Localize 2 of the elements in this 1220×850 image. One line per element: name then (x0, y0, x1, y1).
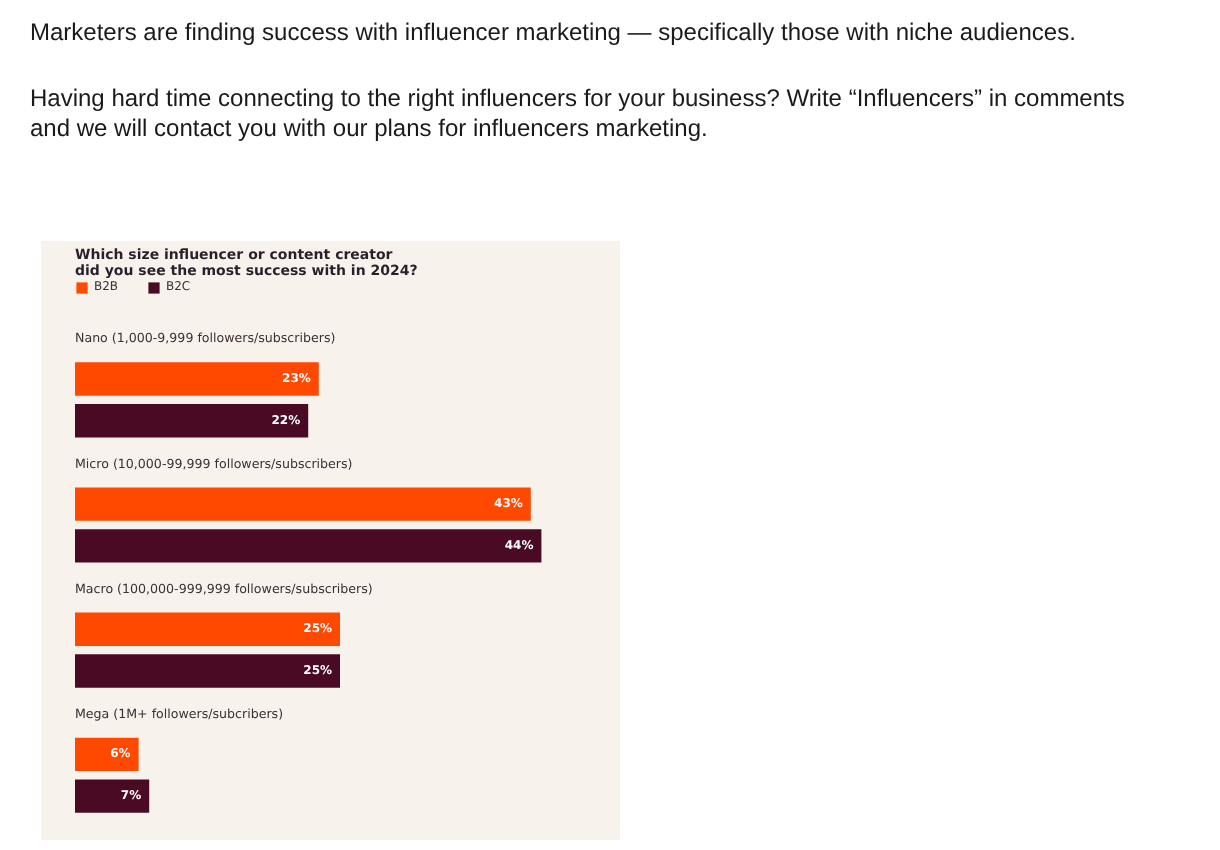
text: Marketers are finding success with influencer marketing — specifically those with niche audiences. (30, 18, 1078, 48)
text: Having hard time connecting to the right influencers for your business? Write “Influencers” in comments and we will contact you with our plans for influencers marketing. (30, 84, 1127, 144)
